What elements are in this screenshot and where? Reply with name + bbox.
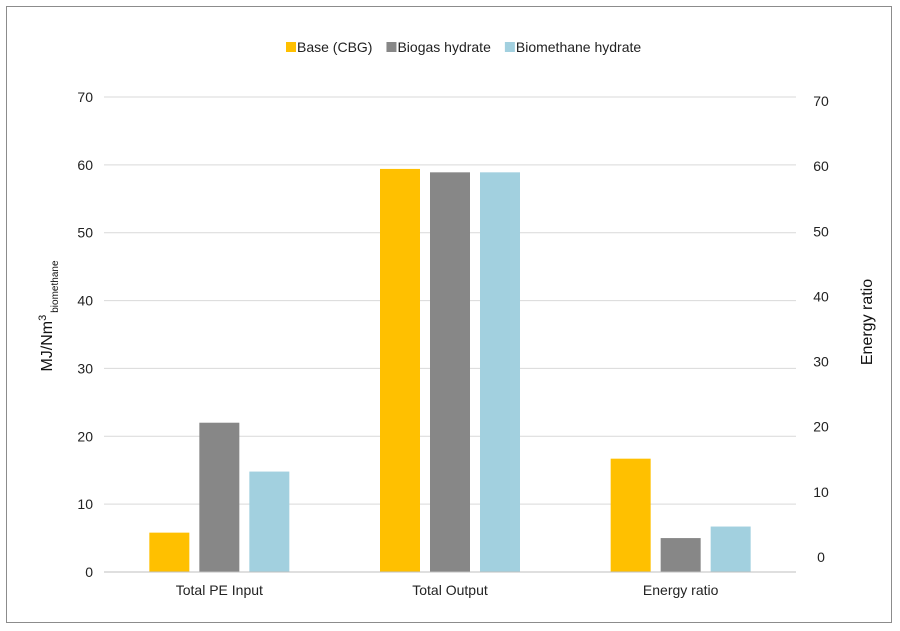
legend-label: Biomethane hydrate [516,39,642,55]
y2-tick-label: 0 [817,549,825,565]
bars [149,168,751,573]
y-tick-label: 10 [77,496,93,512]
y2-tick-label: 10 [813,484,829,500]
bar [610,458,651,572]
legend-swatch [504,42,515,52]
legend-swatch [386,42,397,52]
y-tick-label: 50 [77,225,93,241]
y-tick-label: 30 [77,360,93,376]
y2-tick-label: 30 [813,354,829,370]
bar [199,422,240,572]
category-label: Total Output [412,582,488,598]
legend-label: Base (CBG) [297,39,372,55]
y-tick-label: 60 [77,157,93,173]
y-axis-title: MJ/Nm3biomethane [37,260,61,371]
left-axis-ticks: 0 10 20 30 40 50 60 70 [77,89,93,580]
bar [380,168,420,572]
y2-tick-label: 40 [813,288,829,304]
bar [249,471,290,572]
legend-swatch [286,42,296,52]
bar [149,532,190,572]
y-tick-label: 40 [77,293,93,309]
y2-tick-label: 50 [813,223,829,239]
category-label: Total PE Input [176,582,263,598]
legend: Base (CBG) Biogas hydrate Biomethane hydra… [286,39,641,55]
bar [710,526,751,572]
bar [480,172,520,573]
y2-tick-label: 60 [813,158,829,174]
y2-tick-label: 70 [813,93,829,109]
bar [660,538,701,572]
y-tick-label: 0 [85,564,93,580]
y2-tick-label: 20 [813,419,829,435]
y-tick-label: 20 [77,428,93,444]
bar [430,172,470,573]
y2-axis-title: Energy ratio [859,279,876,365]
right-axis-ticks: 0 10 20 30 40 50 60 70 [813,93,829,565]
y-tick-label: 70 [77,89,93,105]
legend-label: Biogas hydrate [397,39,491,55]
category-label: Energy ratio [643,582,719,598]
category-labels: Total PE Input Total Output Energy ratio [176,582,719,598]
